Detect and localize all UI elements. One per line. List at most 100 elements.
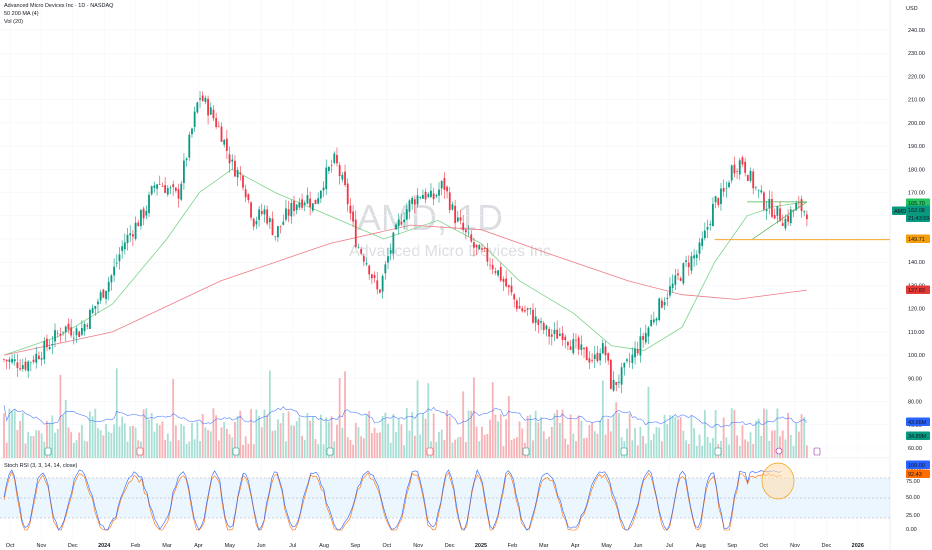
candle-body bbox=[505, 278, 508, 287]
candle-body bbox=[148, 194, 150, 214]
volume-bar bbox=[553, 413, 556, 458]
volume-bar bbox=[634, 427, 636, 458]
volume-bar bbox=[489, 419, 491, 458]
volume-indicator-label[interactable]: Vol (20) bbox=[4, 19, 23, 25]
candle-body bbox=[738, 160, 741, 175]
countdown-label-bg bbox=[906, 213, 930, 222]
candle-body bbox=[188, 134, 191, 158]
volume-bar bbox=[43, 441, 46, 458]
candle-body bbox=[443, 178, 446, 190]
volume-bar bbox=[185, 443, 188, 458]
candle-body bbox=[169, 187, 172, 189]
candle-body bbox=[644, 333, 647, 343]
candle-body bbox=[126, 234, 129, 244]
candle-body bbox=[636, 349, 639, 354]
volume-bar bbox=[129, 426, 132, 458]
volume-bar bbox=[669, 415, 671, 458]
volume-bar bbox=[438, 431, 440, 458]
volume-bar bbox=[763, 408, 765, 458]
candle-body bbox=[572, 339, 575, 354]
time-axis[interactable]: Oct Nov Dec 2024 Feb Mar Apr May Jun Jul Aug Sep Oct… bbox=[6, 543, 864, 549]
stoch-tick-label: 25.00 bbox=[906, 513, 920, 519]
x-tick-label: May bbox=[601, 543, 612, 549]
candle-body bbox=[258, 209, 261, 220]
candle-body bbox=[322, 187, 325, 191]
candle-body bbox=[733, 164, 736, 174]
volume-bar bbox=[577, 415, 580, 458]
volume-bar bbox=[526, 415, 529, 458]
volume-bar bbox=[306, 412, 309, 458]
symbol-title[interactable]: Advanced Micro Devices Inc · 1D · NASDAQ bbox=[4, 3, 114, 9]
volume-bar bbox=[161, 421, 164, 458]
candle-body bbox=[634, 348, 636, 358]
candle-body bbox=[588, 358, 591, 363]
volume-bar bbox=[671, 415, 674, 458]
candle-body bbox=[271, 218, 274, 235]
volume-bar bbox=[760, 435, 763, 458]
candle-body bbox=[217, 125, 220, 127]
candle-body bbox=[225, 138, 228, 151]
volume-bar bbox=[456, 437, 459, 458]
candle-body bbox=[679, 278, 682, 281]
volume-bar bbox=[344, 371, 346, 458]
volume-bar bbox=[158, 425, 161, 458]
volume-bar bbox=[40, 433, 43, 458]
candle-body bbox=[438, 189, 440, 196]
candle-body bbox=[244, 189, 247, 198]
candle-body bbox=[236, 169, 239, 178]
candle-body bbox=[497, 270, 499, 276]
volume-bar bbox=[148, 419, 150, 458]
volume-bar bbox=[217, 440, 220, 458]
candle-body bbox=[703, 230, 706, 239]
watermark-ticker: AMD, 1D bbox=[357, 197, 503, 238]
volume-bar bbox=[94, 408, 97, 458]
x-tick-label: 2024 bbox=[98, 543, 111, 549]
volume-bar bbox=[303, 439, 306, 458]
x-tick-label: Dec bbox=[822, 543, 832, 549]
volume-bar bbox=[389, 442, 392, 458]
candle-body bbox=[234, 160, 236, 177]
ma-price-label-bg bbox=[906, 198, 930, 207]
candle-body bbox=[29, 362, 32, 363]
y-tick-label: 170.00 bbox=[908, 191, 925, 197]
volume-bar bbox=[319, 414, 322, 458]
candle-body bbox=[166, 188, 169, 195]
volume-bar bbox=[757, 418, 760, 458]
candle-body bbox=[207, 98, 209, 116]
volume-bar bbox=[150, 412, 153, 458]
candle-body bbox=[650, 319, 653, 327]
volume-bar bbox=[470, 410, 473, 458]
candle-body bbox=[773, 214, 776, 219]
volume-bar bbox=[153, 431, 156, 458]
volume-bar bbox=[746, 441, 749, 458]
volume-bar bbox=[736, 435, 738, 458]
candle-body bbox=[655, 318, 658, 321]
volume-bar bbox=[728, 444, 730, 458]
candle-body bbox=[537, 319, 540, 325]
volume-bar bbox=[510, 439, 513, 458]
candle-body bbox=[285, 208, 287, 220]
volume-bar bbox=[250, 409, 252, 458]
y-tick-label: 210.00 bbox=[908, 98, 925, 104]
volume-bar bbox=[298, 416, 301, 458]
candle-body bbox=[698, 242, 701, 254]
volume-bar bbox=[62, 415, 64, 458]
volume-bar bbox=[276, 419, 279, 458]
event-marker bbox=[522, 447, 530, 456]
candle-body bbox=[540, 321, 542, 323]
ma-indicator-label[interactable]: 50 200 MA (4) bbox=[4, 11, 39, 17]
volume-bar bbox=[679, 416, 682, 458]
candle-body bbox=[776, 206, 779, 216]
candle-body bbox=[384, 264, 387, 274]
volume-bar bbox=[408, 430, 411, 458]
candle-body bbox=[56, 333, 59, 334]
candle-body bbox=[102, 289, 105, 298]
candle-body bbox=[387, 256, 389, 263]
volume-bar bbox=[698, 434, 701, 458]
volume-bar bbox=[223, 421, 226, 458]
volume-bar bbox=[548, 436, 551, 458]
candle-body bbox=[330, 165, 333, 166]
price-axis[interactable]: 240.00 230.00 220.00 210.00 200.00 190.00 180.… bbox=[906, 28, 925, 533]
